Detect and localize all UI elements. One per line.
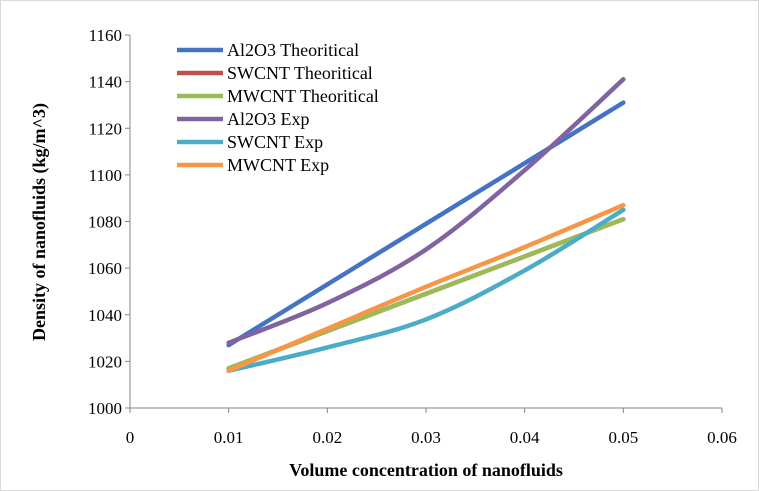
x-tick-label: 0.04: [510, 428, 540, 447]
y-tick-label: 1000: [88, 399, 122, 418]
y-axis-ticks: 1000 1020 1040 1060 1080 1100 1120 1140 1160: [88, 26, 130, 418]
x-tick-label: 0.01: [214, 428, 244, 447]
legend-label-3: Al2O3 Exp: [227, 109, 310, 129]
series-line-4: [226, 207, 626, 373]
x-axis-title: Volume concentration of nanofluids: [289, 460, 563, 480]
y-tick-label: 1020: [88, 352, 122, 371]
y-tick-label: 1140: [89, 73, 122, 92]
y-axis-title: Density of nanofluids (kg/m^3): [29, 103, 50, 341]
legend-label-2: MWCNT Theoritical: [227, 86, 379, 106]
y-tick-label: 1120: [89, 119, 122, 138]
x-tick-label: 0.05: [608, 428, 638, 447]
series-line-5: [226, 202, 626, 373]
y-tick-label: 1060: [88, 259, 122, 278]
y-tick-label: 1100: [89, 166, 122, 185]
legend-label-5: MWCNT Exp: [227, 155, 329, 175]
x-axis-ticks: 0 0.01 0.02 0.03 0.04 0.05 0.06: [126, 408, 737, 447]
x-tick-label: 0.02: [312, 428, 342, 447]
x-tick-label: 0.03: [411, 428, 441, 447]
legend-label-1: SWCNT Theoritical: [227, 63, 373, 83]
legend-label-4: SWCNT Exp: [227, 132, 323, 152]
legend: Al2O3 Theoritical SWCNT Theoritical MWCNT …: [177, 40, 379, 175]
y-tick-label: 1080: [88, 213, 122, 232]
y-tick-label: 1040: [88, 306, 122, 325]
y-tick-label: 1160: [89, 26, 122, 45]
series-lines: [226, 77, 626, 373]
legend-label-0: Al2O3 Theoritical: [227, 40, 359, 60]
x-tick-label: 0.06: [707, 428, 737, 447]
x-tick-label: 0: [126, 428, 135, 447]
series-line-3: [226, 77, 626, 345]
